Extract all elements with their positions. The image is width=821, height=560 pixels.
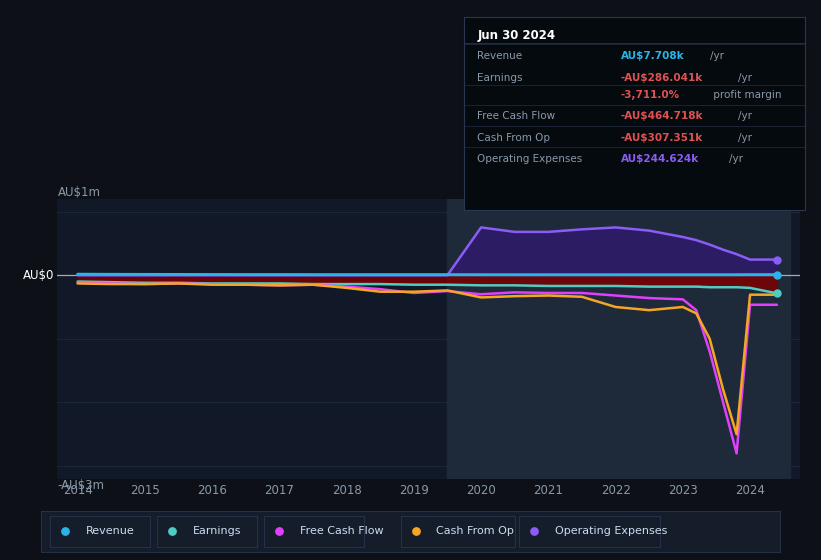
Text: Operating Expenses: Operating Expenses — [555, 526, 667, 536]
Point — [409, 527, 422, 536]
Text: /yr: /yr — [738, 133, 753, 143]
Text: /yr: /yr — [738, 111, 753, 122]
Bar — [447, 199, 791, 479]
Text: Operating Expenses: Operating Expenses — [478, 154, 583, 164]
Text: -AU$307.351k: -AU$307.351k — [621, 133, 703, 143]
Text: Revenue: Revenue — [85, 526, 134, 536]
Text: -AU$464.718k: -AU$464.718k — [621, 111, 703, 122]
Text: /yr: /yr — [710, 52, 724, 62]
Text: AU$1m: AU$1m — [57, 186, 100, 199]
Text: -AU$286.041k: -AU$286.041k — [621, 73, 703, 83]
Text: Cash From Op: Cash From Op — [478, 133, 551, 143]
Text: Revenue: Revenue — [478, 52, 523, 62]
Text: Earnings: Earnings — [478, 73, 523, 83]
Text: /yr: /yr — [738, 73, 753, 83]
Point — [165, 527, 178, 536]
Text: Free Cash Flow: Free Cash Flow — [478, 111, 556, 122]
Text: Earnings: Earnings — [192, 526, 241, 536]
Text: profit margin: profit margin — [710, 90, 782, 100]
Point — [770, 289, 783, 298]
Text: Cash From Op: Cash From Op — [437, 526, 514, 536]
Text: -AU$3m: -AU$3m — [57, 479, 104, 492]
Text: Jun 30 2024: Jun 30 2024 — [478, 29, 556, 43]
Text: AU$244.624k: AU$244.624k — [621, 154, 699, 164]
Point — [770, 270, 783, 279]
Text: /yr: /yr — [729, 154, 743, 164]
Text: AU$7.708k: AU$7.708k — [621, 52, 684, 62]
Text: AU$0: AU$0 — [23, 269, 54, 282]
Text: Free Cash Flow: Free Cash Flow — [300, 526, 383, 536]
Point — [527, 527, 540, 536]
Text: -3,711.0%: -3,711.0% — [621, 90, 680, 100]
Point — [273, 527, 286, 536]
Point — [58, 527, 71, 536]
Point — [770, 255, 783, 264]
